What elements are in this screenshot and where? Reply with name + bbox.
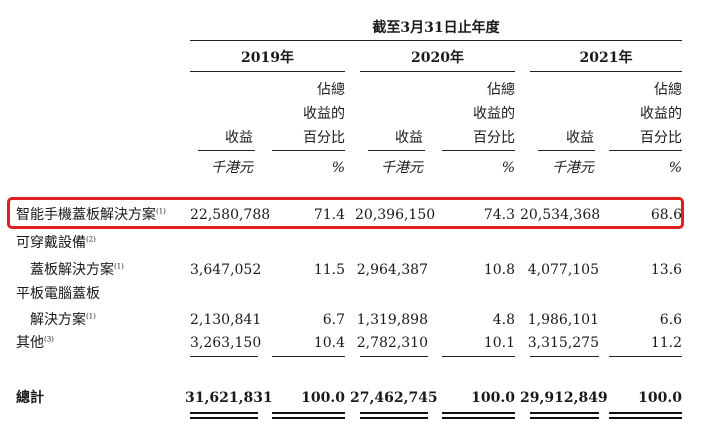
footnote-ref: (1) — [86, 312, 96, 321]
cell-pct: 11.2 — [650, 335, 682, 351]
row-label-text: 平板電腦蓋板 — [16, 286, 100, 302]
period-title: 截至3月31日止年度 — [372, 20, 500, 36]
footnote-ref: (3) — [44, 335, 54, 344]
double-rule — [272, 417, 345, 419]
double-rule — [190, 417, 258, 419]
subtotal-rule — [442, 356, 515, 357]
row-label: 智能手機蓋板解決方案(1) — [16, 207, 166, 223]
footnote-ref: (1) — [156, 207, 166, 216]
row-label: 其他(3) — [16, 335, 54, 351]
double-rule — [530, 412, 599, 414]
total-revenue: 31,621,831 — [185, 390, 273, 406]
row-label: 解決方案(1) — [30, 312, 96, 328]
row-label-text: 可穿戴設備 — [16, 235, 86, 251]
double-rule — [442, 412, 515, 414]
row-label-text: 其他 — [16, 335, 44, 351]
col-rule — [538, 150, 595, 151]
row-label: 蓋板解決方案(1) — [30, 262, 124, 278]
row-label-text: 蓋板解決方案 — [30, 262, 114, 278]
double-rule — [609, 417, 682, 419]
revenue-header: 收益 — [566, 130, 594, 146]
unit-revenue: 千港元 — [552, 160, 594, 176]
cell-revenue: 3,315,275 — [527, 335, 599, 351]
footnote-ref: (2) — [86, 235, 96, 244]
year-rule — [360, 71, 515, 72]
cell-pct: 74.3 — [483, 207, 515, 223]
col-rule — [368, 150, 425, 151]
pct-header-l1: 佔總 — [317, 82, 345, 98]
pct-header-l3: 百分比 — [303, 130, 345, 146]
total-pct: 100.0 — [471, 390, 515, 406]
pct-header-l2: 收益的 — [303, 106, 345, 122]
unit-pct: % — [331, 160, 345, 176]
pct-header-l2: 收益的 — [473, 106, 515, 122]
cell-pct: 10.1 — [483, 335, 515, 351]
header-rule — [190, 40, 682, 41]
total-pct: 100.0 — [638, 390, 682, 406]
row-label: 平板電腦蓋板 — [16, 286, 100, 302]
double-rule — [360, 412, 428, 414]
subtotal-rule — [272, 356, 345, 357]
year-rule — [530, 71, 682, 72]
cell-revenue: 3,263,150 — [190, 335, 262, 351]
row-label: 可穿戴設備(2) — [16, 235, 96, 251]
cell-revenue: 1,319,898 — [356, 312, 428, 328]
subtotal-rule — [190, 356, 258, 357]
cell-revenue: 20,396,150 — [355, 207, 436, 223]
unit-revenue: 千港元 — [381, 160, 423, 176]
unit-pct: % — [668, 160, 682, 176]
cell-pct: 4.8 — [492, 312, 515, 328]
year-2021: 2021年 — [579, 50, 633, 66]
cell-revenue: 2,782,310 — [356, 335, 428, 351]
pct-header-l2: 收益的 — [640, 106, 682, 122]
subtotal-rule — [530, 356, 599, 357]
col-rule — [198, 150, 255, 151]
cell-revenue: 22,580,788 — [190, 207, 271, 223]
pct-header-l3: 百分比 — [473, 130, 515, 146]
footnote-ref: (1) — [114, 262, 124, 271]
total-revenue: 27,462,745 — [350, 390, 438, 406]
double-rule — [360, 417, 428, 419]
year-rule — [190, 71, 345, 72]
revenue-header: 收益 — [225, 130, 253, 146]
cell-revenue: 2,964,387 — [356, 262, 428, 278]
cell-pct: 68.6 — [650, 207, 682, 223]
cell-revenue: 20,534,368 — [520, 207, 601, 223]
cell-pct: 11.5 — [313, 262, 345, 278]
row-label-text: 智能手機蓋板解決方案 — [16, 207, 156, 223]
pct-header-l1: 佔總 — [654, 82, 682, 98]
year-2020: 2020年 — [411, 50, 464, 66]
cell-revenue: 1,986,101 — [527, 312, 599, 328]
total-pct: 100.0 — [301, 390, 345, 406]
unit-revenue: 千港元 — [211, 160, 253, 176]
cell-revenue: 4,077,105 — [527, 262, 599, 278]
col-rule — [442, 150, 515, 151]
revenue-header: 收益 — [395, 130, 423, 146]
double-rule — [609, 412, 682, 414]
col-rule — [609, 150, 682, 151]
double-rule — [530, 417, 599, 419]
cell-pct: 6.6 — [659, 312, 682, 328]
total-revenue: 29,912,849 — [520, 390, 608, 406]
pct-header-l3: 百分比 — [640, 130, 682, 146]
total-label: 總計 — [16, 390, 44, 406]
year-2019: 2019年 — [241, 50, 294, 66]
cell-pct: 10.8 — [483, 262, 515, 278]
unit-pct: % — [501, 160, 515, 176]
double-rule — [442, 417, 515, 419]
cell-revenue: 3,647,052 — [190, 262, 262, 278]
row-label-text: 解決方案 — [30, 312, 86, 328]
cell-pct: 6.7 — [322, 312, 345, 328]
col-rule — [272, 150, 345, 151]
double-rule — [272, 412, 345, 414]
cell-pct: 71.4 — [313, 207, 345, 223]
cell-revenue: 2,130,841 — [190, 312, 262, 328]
subtotal-rule — [609, 356, 682, 357]
double-rule — [190, 412, 258, 414]
cell-pct: 13.6 — [650, 262, 682, 278]
subtotal-rule — [360, 356, 428, 357]
pct-header-l1: 佔總 — [487, 82, 515, 98]
cell-pct: 10.4 — [313, 335, 345, 351]
highlight-box — [7, 197, 684, 229]
